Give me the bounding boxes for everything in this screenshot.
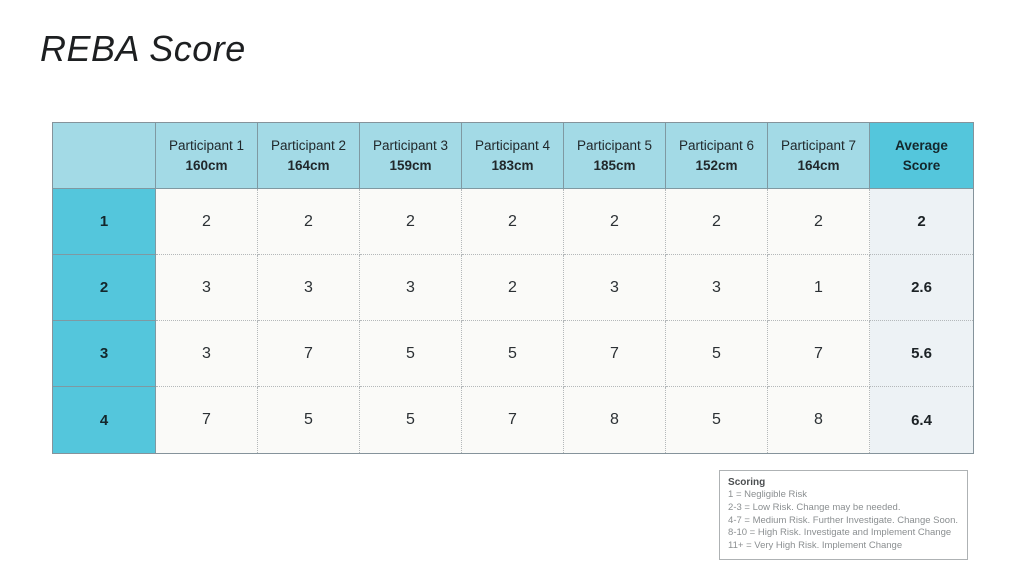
score-cell-r4-p7: 8 xyxy=(768,387,870,453)
score-cell-r1-p4: 2 xyxy=(462,189,564,255)
legend-title: Scoring xyxy=(728,477,766,488)
score-cell-r2-p5: 3 xyxy=(564,255,666,321)
score-cell-r2-p6: 3 xyxy=(666,255,768,321)
participant-header-4: Participant 4 183cm xyxy=(462,123,564,189)
score-cell-r1-p6: 2 xyxy=(666,189,768,255)
row-label-1: 1 xyxy=(53,189,156,255)
participant-name: Participant 4 xyxy=(474,137,551,153)
participant-header-2: Participant 2 164cm xyxy=(258,123,360,189)
legend-line-1: 1 = Negligible Risk xyxy=(728,489,807,500)
score-cell-r2-p1: 3 xyxy=(156,255,258,321)
score-cell-r1-p7: 2 xyxy=(768,189,870,255)
average-cell-r3: 5.6 xyxy=(870,321,973,387)
score-cell-r4-p3: 5 xyxy=(360,387,462,453)
score-cell-r1-p5: 2 xyxy=(564,189,666,255)
participant-height: 185cm xyxy=(593,157,636,173)
legend-line-3: 4-7 = Medium Risk. Further Investigate. … xyxy=(728,514,958,526)
participant-header-3: Participant 3 159cm xyxy=(360,123,462,189)
average-cell-r4: 6.4 xyxy=(870,387,973,453)
score-cell-r1-p1: 2 xyxy=(156,189,258,255)
participant-name: Participant 5 xyxy=(576,137,653,153)
score-cell-r3-p1: 3 xyxy=(156,321,258,387)
legend-line-5: 11+ = Very High Risk. Implement Change xyxy=(728,540,903,552)
score-cell-r4-p4: 7 xyxy=(462,387,564,453)
average-cell-r1: 2 xyxy=(870,189,973,255)
row-label-3: 3 xyxy=(53,321,156,387)
score-cell-r4-p1: 7 xyxy=(156,387,258,453)
score-cell-r1-p3: 2 xyxy=(360,189,462,255)
score-cell-r1-p2: 2 xyxy=(258,189,360,255)
participant-name: Participant 1 xyxy=(168,137,245,153)
row-label-4: 4 xyxy=(53,387,156,453)
average-score-header: Average Score xyxy=(870,123,973,189)
page-title: REBA Score xyxy=(40,28,246,69)
legend-line-4: 8-10 = High Risk. Investigate and Implem… xyxy=(728,527,952,539)
participant-name: Participant 3 xyxy=(372,137,449,153)
score-cell-r2-p7: 1 xyxy=(768,255,870,321)
legend-line-2: 2-3 = Low Risk. Change may be needed. xyxy=(728,501,901,513)
participant-header-5: Participant 5 185cm xyxy=(564,123,666,189)
participant-name: Participant 6 xyxy=(678,137,755,153)
score-cell-r2-p3: 3 xyxy=(360,255,462,321)
participant-name: Participant 7 xyxy=(780,137,857,153)
participant-header-6: Participant 6 152cm xyxy=(666,123,768,189)
participant-height: 159cm xyxy=(389,157,432,173)
score-cell-r3-p3: 5 xyxy=(360,321,462,387)
score-cell-r3-p5: 7 xyxy=(564,321,666,387)
score-cell-r4-p2: 5 xyxy=(258,387,360,453)
participant-height: 152cm xyxy=(695,157,738,173)
participant-height: 160cm xyxy=(185,157,228,173)
participant-header-7: Participant 7 164cm xyxy=(768,123,870,189)
score-cell-r3-p7: 7 xyxy=(768,321,870,387)
legend-lines: 1 = Negligible Risk 2-3 = Low Risk. Chang… xyxy=(728,489,958,553)
reba-score-table: Participant 1 160cm Participant 2 164cm Part… xyxy=(52,122,974,454)
score-cell-r2-p4: 2 xyxy=(462,255,564,321)
score-cell-r4-p5: 8 xyxy=(564,387,666,453)
score-cell-r3-p2: 7 xyxy=(258,321,360,387)
participant-height: 164cm xyxy=(797,157,840,173)
participant-height: 164cm xyxy=(287,157,330,173)
participant-height: 183cm xyxy=(491,157,534,173)
score-cell-r2-p2: 3 xyxy=(258,255,360,321)
score-cell-r3-p6: 5 xyxy=(666,321,768,387)
score-cell-r4-p6: 5 xyxy=(666,387,768,453)
participant-name: Participant 2 xyxy=(270,137,347,153)
corner-cell xyxy=(53,123,156,189)
scoring-legend: Scoring 1 = Negligible Risk 2-3 = Low Ris… xyxy=(719,470,968,560)
average-cell-r2: 2.6 xyxy=(870,255,973,321)
score-cell-r3-p4: 5 xyxy=(462,321,564,387)
row-label-2: 2 xyxy=(53,255,156,321)
participant-header-1: Participant 1 160cm xyxy=(156,123,258,189)
